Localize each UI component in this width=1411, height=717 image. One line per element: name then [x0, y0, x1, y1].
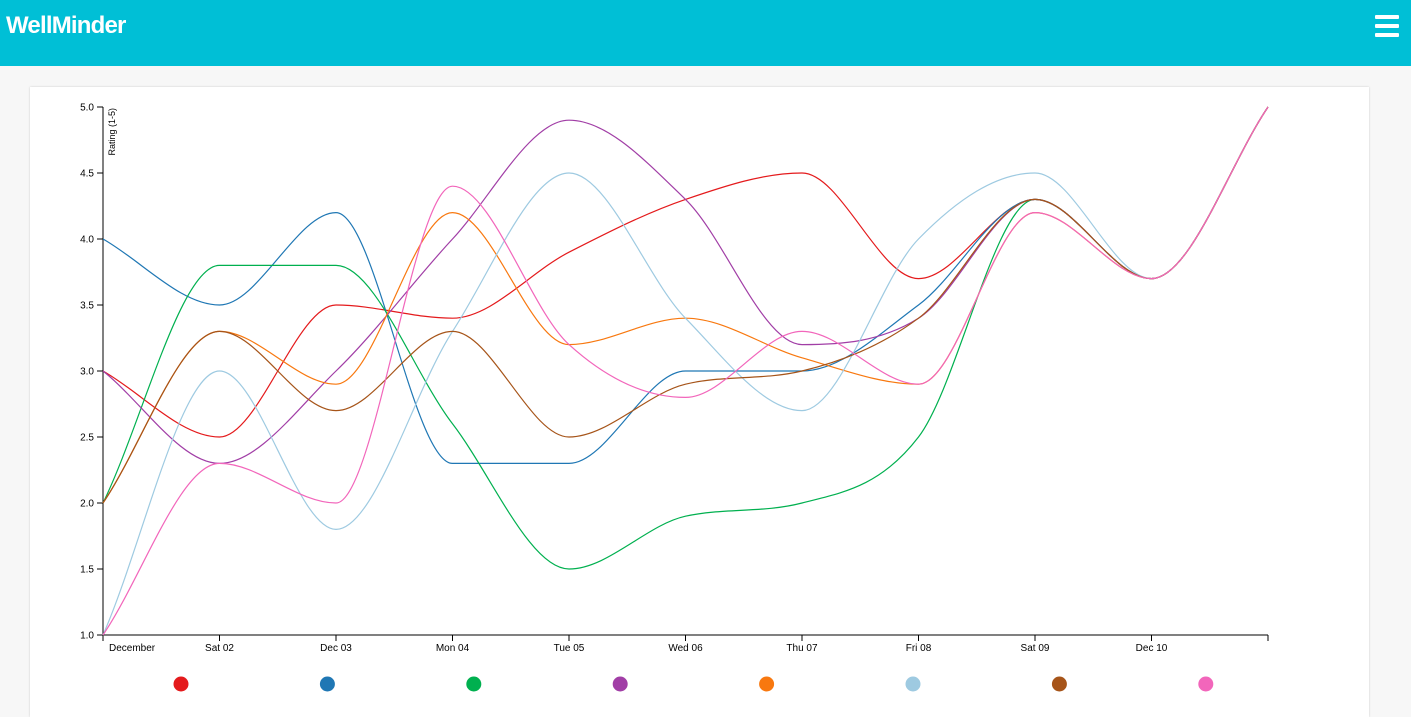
- series-line-8: [102, 106, 1269, 636]
- menu-bar: [1375, 15, 1399, 19]
- x-tick-label: Mon 04: [436, 643, 470, 654]
- x-tick-label: Sat 09: [1021, 643, 1050, 654]
- ratings-line-chart: 1.0 1.5 2.0 2.5 3.0 3.5 4.0 4.5 5.0 Rating (1-5) D…: [80, 103, 1269, 692]
- chart-card: 1.0 1.5 2.0 2.5 3.0 3.5 4.0 4.5 5.0 Rating (1-5) D…: [30, 87, 1369, 717]
- chart-legend: [173, 676, 1214, 692]
- series-line-5: [102, 106, 1269, 504]
- series-line-7: [102, 106, 1269, 504]
- x-tick-label: Dec 10: [1136, 643, 1168, 654]
- series-line-2: [102, 106, 1269, 464]
- x-tick-label: Tue 05: [554, 643, 585, 654]
- menu-bar: [1375, 24, 1399, 28]
- y-tick-label: 1.5: [80, 565, 94, 576]
- x-tick-label: Dec 03: [320, 643, 352, 654]
- legend-dot-3[interactable]: [466, 676, 482, 692]
- x-tick-label: Fri 08: [906, 643, 932, 654]
- x-tick-label: Thu 07: [786, 643, 818, 654]
- legend-dot-1[interactable]: [173, 676, 189, 692]
- app-title[interactable]: WellMinder: [6, 12, 126, 39]
- series-line-1: [102, 106, 1269, 438]
- hamburger-menu-icon[interactable]: [1375, 15, 1399, 37]
- y-tick-label: 2.5: [80, 433, 94, 444]
- legend-dot-5[interactable]: [759, 676, 775, 692]
- legend-dot-6[interactable]: [905, 676, 921, 692]
- legend-dot-8[interactable]: [1198, 676, 1214, 692]
- y-axis-title: Rating (1-5): [107, 108, 117, 156]
- x-tick-label: Wed 06: [668, 643, 703, 654]
- y-tick-label: 4.0: [80, 235, 94, 246]
- y-tick-label: 5.0: [80, 103, 94, 114]
- series-line-6: [102, 106, 1269, 636]
- series-line-3: [102, 106, 1269, 570]
- series-line-4: [102, 106, 1269, 465]
- y-tick-label: 4.5: [80, 169, 94, 180]
- legend-dot-4[interactable]: [612, 676, 628, 692]
- chart-axes: 1.0 1.5 2.0 2.5 3.0 3.5 4.0 4.5 5.0 Rating (1-5) D…: [80, 103, 1269, 654]
- y-tick-label: 1.0: [80, 631, 94, 642]
- x-tick-label: December: [109, 643, 156, 654]
- menu-bar: [1375, 33, 1399, 37]
- app-header: WellMinder: [0, 0, 1411, 66]
- y-tick-label: 2.0: [80, 499, 94, 510]
- y-tick-label: 3.0: [80, 367, 94, 378]
- y-tick-label: 3.5: [80, 301, 94, 312]
- legend-dot-7[interactable]: [1051, 676, 1067, 692]
- chart-lines: [102, 106, 1269, 636]
- legend-dot-2[interactable]: [319, 676, 335, 692]
- x-tick-label: Sat 02: [205, 643, 234, 654]
